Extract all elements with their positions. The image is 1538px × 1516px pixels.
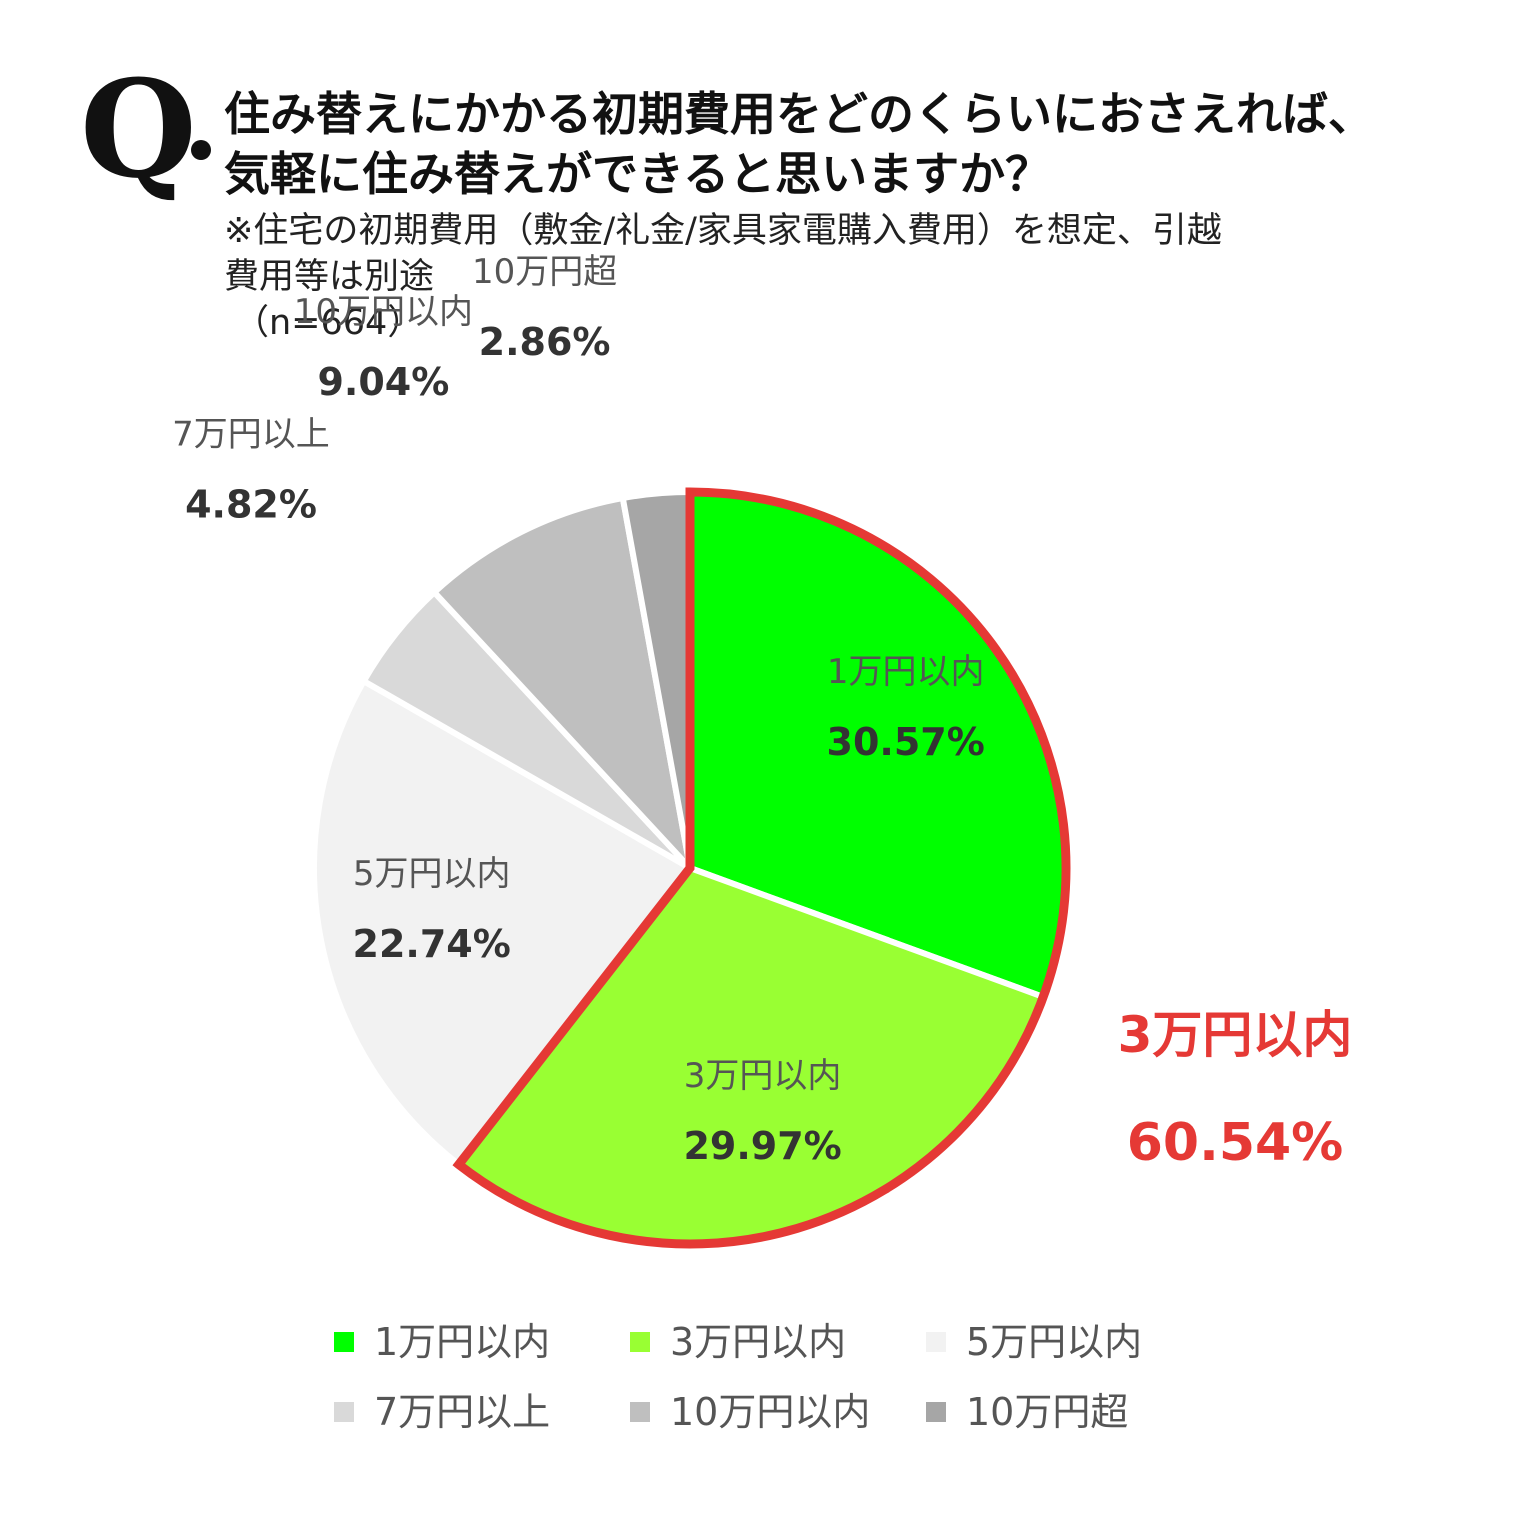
slice-category-label: 3万円以内 [684, 1056, 842, 1096]
slice-category-label: 10万円以内 [294, 292, 473, 332]
sample-size: （n=664） [234, 303, 423, 343]
legend-label: 1万円以内 [374, 1320, 551, 1364]
slice-value-label: 30.57% [827, 720, 985, 764]
note-line: 費用等は別途 [224, 257, 435, 297]
q-mark: Q [80, 50, 197, 208]
legend-item: 1万円以内 [334, 1320, 630, 1364]
slice-value-label: 4.82% [185, 482, 317, 526]
pie-slice [431, 495, 693, 871]
highlight-value: 60.54% [1127, 1113, 1344, 1173]
legend-swatch [926, 1402, 946, 1422]
legend-swatch [334, 1402, 354, 1422]
legend-item: 10万円以内 [630, 1390, 926, 1434]
chart-legend: 1万円以内 3万円以内 5万円以内 7万円以上 10万円以内 10万円超 [334, 1320, 1234, 1434]
slice-value-label: 9.04% [317, 360, 449, 404]
legend-swatch [630, 1402, 650, 1422]
slice-category-label: 5万円以内 [353, 854, 511, 894]
legend-item: 3万円以内 [630, 1320, 926, 1364]
question-title-line: 気軽に住み替えができると思いますか？ [224, 147, 1052, 201]
legend-label: 3万円以内 [670, 1320, 847, 1364]
legend-label: 10万円以内 [670, 1390, 871, 1434]
slice-labels: 1万円以内 30.57% 3万円以内 29.97% 5万円以内 22.74% 7万円以上 4.… [172, 252, 985, 1168]
slice-category-label: 7万円以上 [172, 414, 330, 454]
legend-item: 10万円超 [926, 1390, 1222, 1434]
note-line: ※住宅の初期費用（敷金/礼金/家具家電購入費用）を想定、引越 [224, 211, 1222, 251]
legend-label: 7万円以上 [374, 1390, 551, 1434]
pie-slices [311, 489, 1069, 1247]
q-dot [191, 140, 211, 160]
question-title-line: 住み替えにかかる初期費用をどのくらいにおさえれば、 [224, 87, 1374, 141]
legend-swatch [334, 1332, 354, 1352]
slice-value-label: 22.74% [353, 922, 511, 966]
question-title: 住み替えにかかる初期費用をどのくらいにおさえれば、 気軽に住み替えができると思い… [224, 84, 1514, 204]
legend-label: 10万円超 [966, 1390, 1129, 1434]
highlight-outline [452, 487, 1071, 1249]
legend-item: 7万円以上 [334, 1390, 630, 1434]
slice-category-label: 1万円以内 [827, 652, 985, 692]
slice-value-label: 2.86% [479, 320, 611, 364]
legend-swatch [630, 1332, 650, 1352]
legend-item: 5万円以内 [926, 1320, 1222, 1364]
highlight-label: 3万円以内 [1118, 1006, 1353, 1064]
slice-value-label: 29.97% [683, 1124, 841, 1168]
question-note: ※住宅の初期費用（敷金/礼金/家具家電購入費用）を想定、引越 費用等は別途 （n… [224, 208, 1514, 346]
legend-label: 5万円以内 [966, 1320, 1143, 1364]
slice-category-label: 10万円超 [472, 252, 617, 292]
legend-swatch [926, 1332, 946, 1352]
pie-slice [311, 678, 693, 1168]
